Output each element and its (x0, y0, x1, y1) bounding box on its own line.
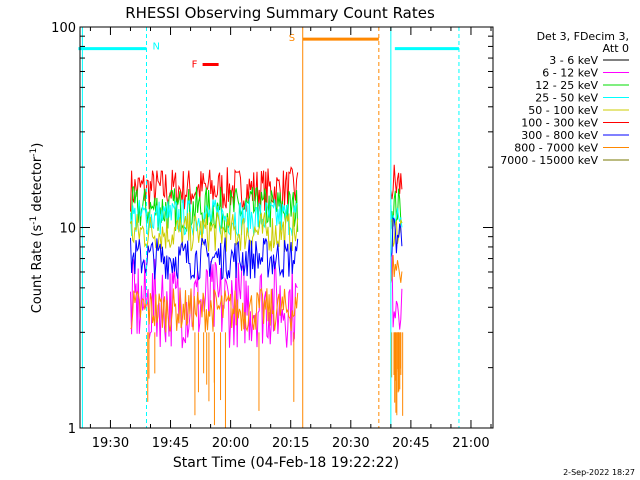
x-axis-label: Start Time (04-Feb-18 19:22:22) (173, 455, 399, 471)
series-100-300-kev (390, 164, 403, 200)
legend-entry-label: 100 - 300 keV (521, 117, 598, 130)
y-tick-label: 100 (51, 21, 76, 36)
date-stamp: 2-Sep-2022 18:27 (563, 468, 635, 477)
series-6-12-kev (390, 251, 403, 330)
series-800-7000-kev (130, 287, 299, 333)
legend-entry-label: 300 - 800 keV (521, 129, 598, 142)
night-flag-label: N (152, 42, 159, 53)
legend-entry-label: 6 - 12 keV (542, 67, 598, 80)
legend-entry-label: 12 - 25 keV (535, 79, 598, 92)
x-tick-label: 21:00 (452, 436, 489, 451)
y-axis-label-sup2: -1 (29, 148, 39, 157)
x-tick-label: 20:45 (392, 436, 429, 451)
legend-entry-label: 25 - 50 keV (535, 92, 598, 105)
legend-header-line-1: Det 3, FDecim 3, (537, 30, 629, 43)
legend-entry-label: 800 - 7000 keV (514, 142, 598, 155)
x-tick-label: 20:30 (332, 436, 369, 451)
x-tick-label: 20:00 (212, 436, 249, 451)
series-100-300-kev (130, 166, 299, 212)
saa-flag-label: S (289, 33, 295, 44)
legend-entry-label: 50 - 100 keV (528, 104, 598, 117)
chart-title: RHESSI Observing Summary Count Rates (125, 4, 435, 22)
series-800-7000-kev (390, 254, 403, 283)
legend-entry-label: 7000 - 15000 keV (500, 154, 598, 167)
x-tick-label: 20:15 (272, 436, 309, 451)
data-layer (130, 164, 404, 428)
y-tick-label: 1 (68, 422, 76, 437)
series-300-800-kev (130, 237, 299, 281)
y-axis-label-mid: detector (30, 156, 45, 216)
series-300-800-kev (390, 217, 403, 257)
legend-header-line-2: Att 0 (603, 42, 629, 55)
y-axis-label: Count Rate (s-1 detector-1) (29, 143, 45, 314)
series-25-50-kev (130, 198, 298, 239)
y-axis-label-end: ) (30, 143, 45, 148)
flare-flag-label: F (192, 60, 198, 71)
legend-entry-label: 3 - 6 keV (549, 54, 598, 67)
x-tick-label: 19:30 (92, 436, 129, 451)
x-tick-label: 19:45 (152, 436, 189, 451)
flag-layer: N F S (78, 27, 460, 428)
y-axis-label-main: Count Rate (s (30, 225, 45, 314)
y-axis-label-sup1: -1 (29, 216, 39, 225)
y-tick-label: 10 (59, 222, 76, 237)
axis-ticks: 19:30 19:45 20:00 20:15 20:30 20:45 21:00 1 10 10… (51, 21, 493, 451)
series-50-100-kev (130, 211, 299, 253)
